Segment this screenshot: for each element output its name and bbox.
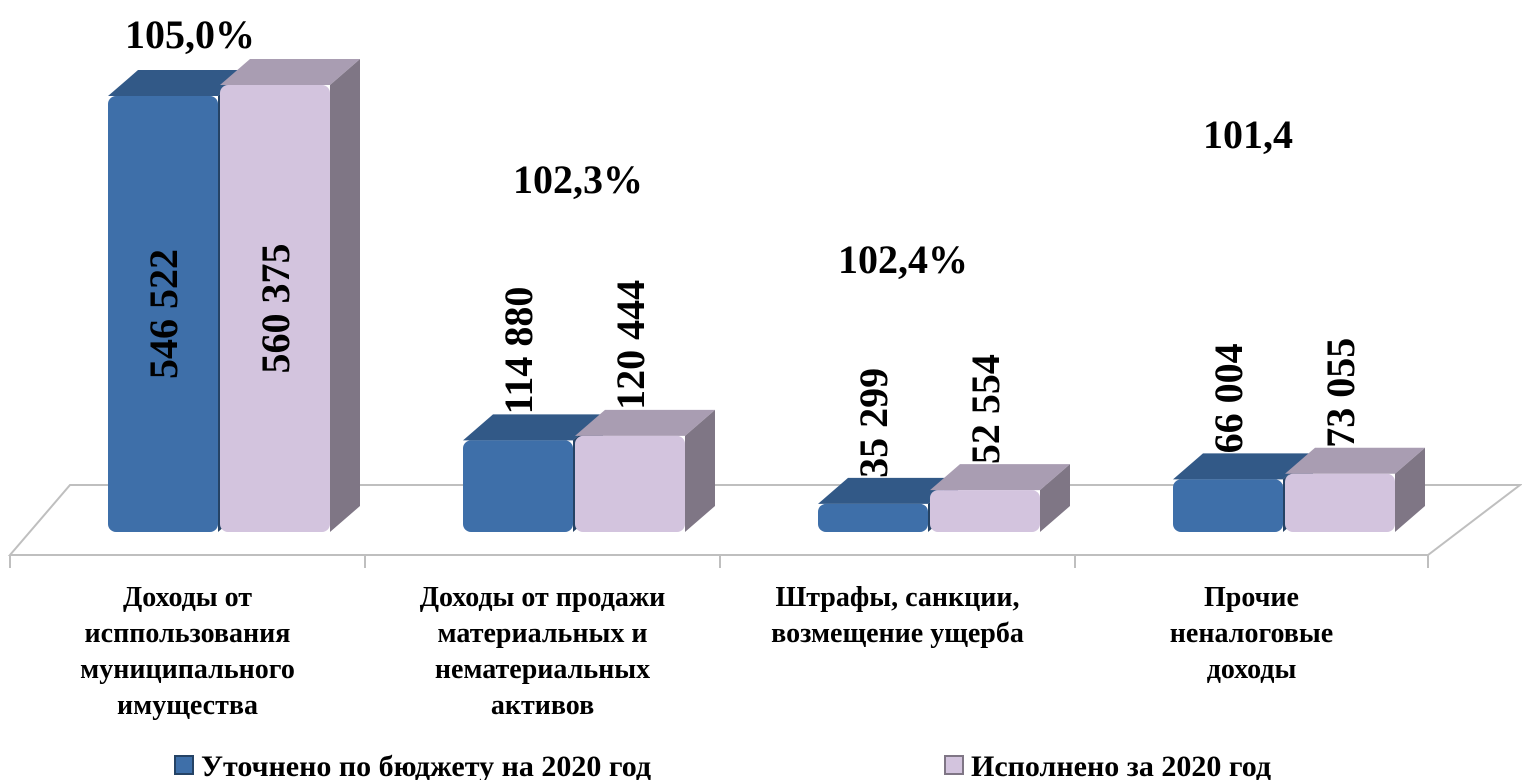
value-label: 52 554 — [963, 354, 1008, 464]
annotation: 105,0% — [125, 12, 255, 57]
annotation: 102,3% — [513, 157, 643, 202]
bar-side — [330, 59, 360, 532]
bar-side — [1395, 447, 1425, 532]
bar-top — [108, 70, 248, 97]
value-label: 120 444 — [608, 280, 653, 410]
bar — [1173, 479, 1283, 532]
x-tick-label: Доходы от продажи материальных и нематер… — [419, 582, 666, 721]
value-label: 114 880 — [496, 287, 541, 415]
bar-top — [1285, 447, 1425, 474]
legend-label: Исполнено за 2020 год — [971, 750, 1271, 780]
bar-top — [930, 464, 1070, 491]
x-tick-label: Штрафы, санкции, возмещение ущерба — [771, 582, 1024, 649]
legend-label: Уточнено по бюджету на 2020 год — [201, 750, 651, 780]
floor — [7, 484, 1522, 556]
value-label: 73 055 — [1318, 338, 1363, 448]
bar-side — [685, 409, 715, 532]
bar-side — [1040, 464, 1070, 532]
x-tick-label: Прочие неналоговые доходы — [1169, 582, 1334, 685]
value-label: 546 522 — [141, 249, 186, 379]
value-label: 66 004 — [1206, 343, 1251, 453]
bar — [108, 96, 218, 532]
annotation: 102,4% — [838, 237, 968, 282]
value-label: 35 299 — [851, 368, 896, 478]
bar-top — [818, 477, 958, 504]
bar-top — [463, 414, 603, 441]
x-tick-label: Доходы от исппользования муниципального … — [80, 582, 295, 721]
bar — [575, 435, 685, 532]
bar — [1285, 473, 1395, 532]
bar — [930, 490, 1040, 532]
bar — [463, 440, 573, 532]
bar-top — [220, 59, 360, 85]
annotation: 101,4 — [1203, 112, 1293, 157]
value-label: 560 375 — [253, 244, 298, 374]
bar-top — [575, 409, 715, 436]
bar — [818, 503, 928, 532]
legend-swatch — [174, 755, 194, 775]
bar-top — [1173, 453, 1313, 480]
legend-swatch — [944, 755, 964, 775]
bar — [220, 85, 330, 532]
